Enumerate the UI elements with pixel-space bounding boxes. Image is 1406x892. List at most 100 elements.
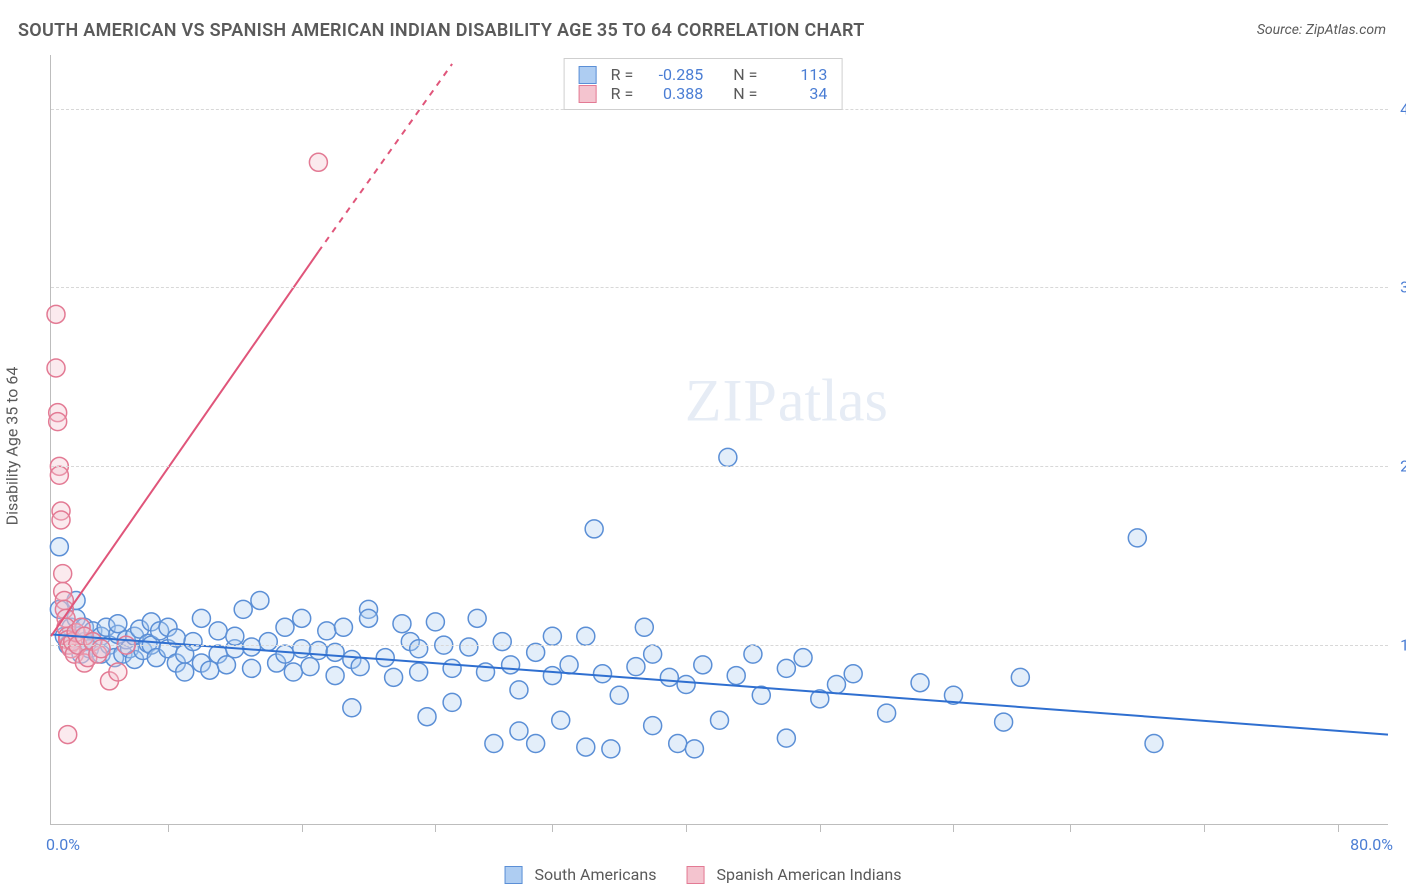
data-point (744, 645, 762, 663)
data-point (318, 622, 336, 640)
chart-title: SOUTH AMERICAN VS SPANISH AMERICAN INDIA… (18, 20, 865, 41)
x-tick (302, 824, 303, 832)
data-point (109, 615, 127, 633)
data-point (644, 717, 662, 735)
data-point (293, 640, 311, 658)
x-tick (435, 824, 436, 832)
data-point (351, 658, 369, 676)
data-point (326, 667, 344, 685)
gridline-h (51, 466, 1388, 467)
data-point (644, 645, 662, 663)
legend-label-2: Spanish American Indians (716, 865, 901, 884)
plot-area: ZIPatlas 10.0%20.0%30.0%40.0%0.0%80.0% (50, 55, 1388, 825)
data-point (694, 656, 712, 674)
data-point (485, 735, 503, 753)
data-point (47, 359, 65, 377)
stat-n-value-1: 113 (767, 65, 827, 84)
data-point (660, 668, 678, 686)
plot-svg (51, 55, 1388, 824)
data-point (510, 681, 528, 699)
data-point (560, 656, 578, 674)
data-point (610, 686, 628, 704)
legend-item-1: South Americans (505, 865, 657, 884)
data-point (995, 713, 1013, 731)
data-point (1011, 668, 1029, 686)
data-point (192, 609, 210, 627)
x-tick (953, 824, 954, 832)
data-point (577, 738, 595, 756)
data-point (410, 640, 428, 658)
data-point (543, 627, 561, 645)
data-point (234, 600, 252, 618)
data-point (243, 659, 261, 677)
data-point (52, 511, 70, 529)
data-point (585, 520, 603, 538)
data-point (443, 659, 461, 677)
legend-item-2: Spanish American Indians (686, 865, 901, 884)
data-point (635, 618, 653, 636)
data-point (360, 609, 378, 627)
chart-container: SOUTH AMERICAN VS SPANISH AMERICAN INDIA… (0, 0, 1406, 892)
x-min-label: 0.0% (46, 835, 80, 854)
data-point (49, 413, 67, 431)
swatch-series-2 (579, 85, 597, 103)
stats-row-2: R = 0.388 N = 34 (579, 84, 828, 103)
data-point (54, 565, 72, 583)
trend-line (51, 252, 318, 637)
x-tick (686, 824, 687, 832)
data-point (309, 153, 327, 171)
data-point (468, 609, 486, 627)
data-point (47, 305, 65, 323)
y-tick-label: 40.0% (1393, 99, 1406, 118)
stats-box: R = -0.285 N = 113 R = 0.388 N = 34 (564, 58, 843, 110)
data-point (293, 609, 311, 627)
data-point (911, 674, 929, 692)
legend-label-1: South Americans (535, 865, 657, 884)
gridline-h (51, 645, 1388, 646)
data-point (301, 658, 319, 676)
stat-n-label-2: N = (733, 84, 757, 103)
data-point (627, 658, 645, 676)
data-point (711, 711, 729, 729)
data-point (343, 699, 361, 717)
data-point (1128, 529, 1146, 547)
data-point (385, 668, 403, 686)
data-point (543, 667, 561, 685)
x-tick (1204, 824, 1205, 832)
data-point (50, 466, 68, 484)
x-tick (1338, 824, 1339, 832)
data-point (410, 663, 428, 681)
x-tick (168, 824, 169, 832)
data-point (460, 638, 478, 656)
data-point (794, 649, 812, 667)
data-point (719, 448, 737, 466)
y-tick-label: 20.0% (1393, 457, 1406, 476)
data-point (184, 633, 202, 651)
data-point (527, 735, 545, 753)
x-tick (1070, 824, 1071, 832)
data-point (393, 615, 411, 633)
data-point (777, 729, 795, 747)
data-point (418, 708, 436, 726)
stat-r-value-2: 0.388 (643, 84, 703, 103)
data-point (251, 591, 269, 609)
swatch-series-1 (579, 66, 597, 84)
data-point (552, 711, 570, 729)
x-max-label: 80.0% (1350, 835, 1393, 854)
data-point (777, 659, 795, 677)
stat-r-label-1: R = (611, 65, 634, 84)
y-axis-label: Disability Age 35 to 64 (3, 367, 22, 526)
data-point (209, 622, 227, 640)
data-point (259, 633, 277, 651)
data-point (243, 638, 261, 656)
data-point (226, 627, 244, 645)
data-point (594, 665, 612, 683)
legend-swatch-1 (505, 866, 523, 884)
stat-n-label-1: N = (733, 65, 757, 84)
data-point (493, 633, 511, 651)
stats-row-1: R = -0.285 N = 113 (579, 65, 828, 84)
data-point (727, 667, 745, 685)
data-point (827, 676, 845, 694)
gridline-h (51, 287, 1388, 288)
data-point (92, 640, 110, 658)
